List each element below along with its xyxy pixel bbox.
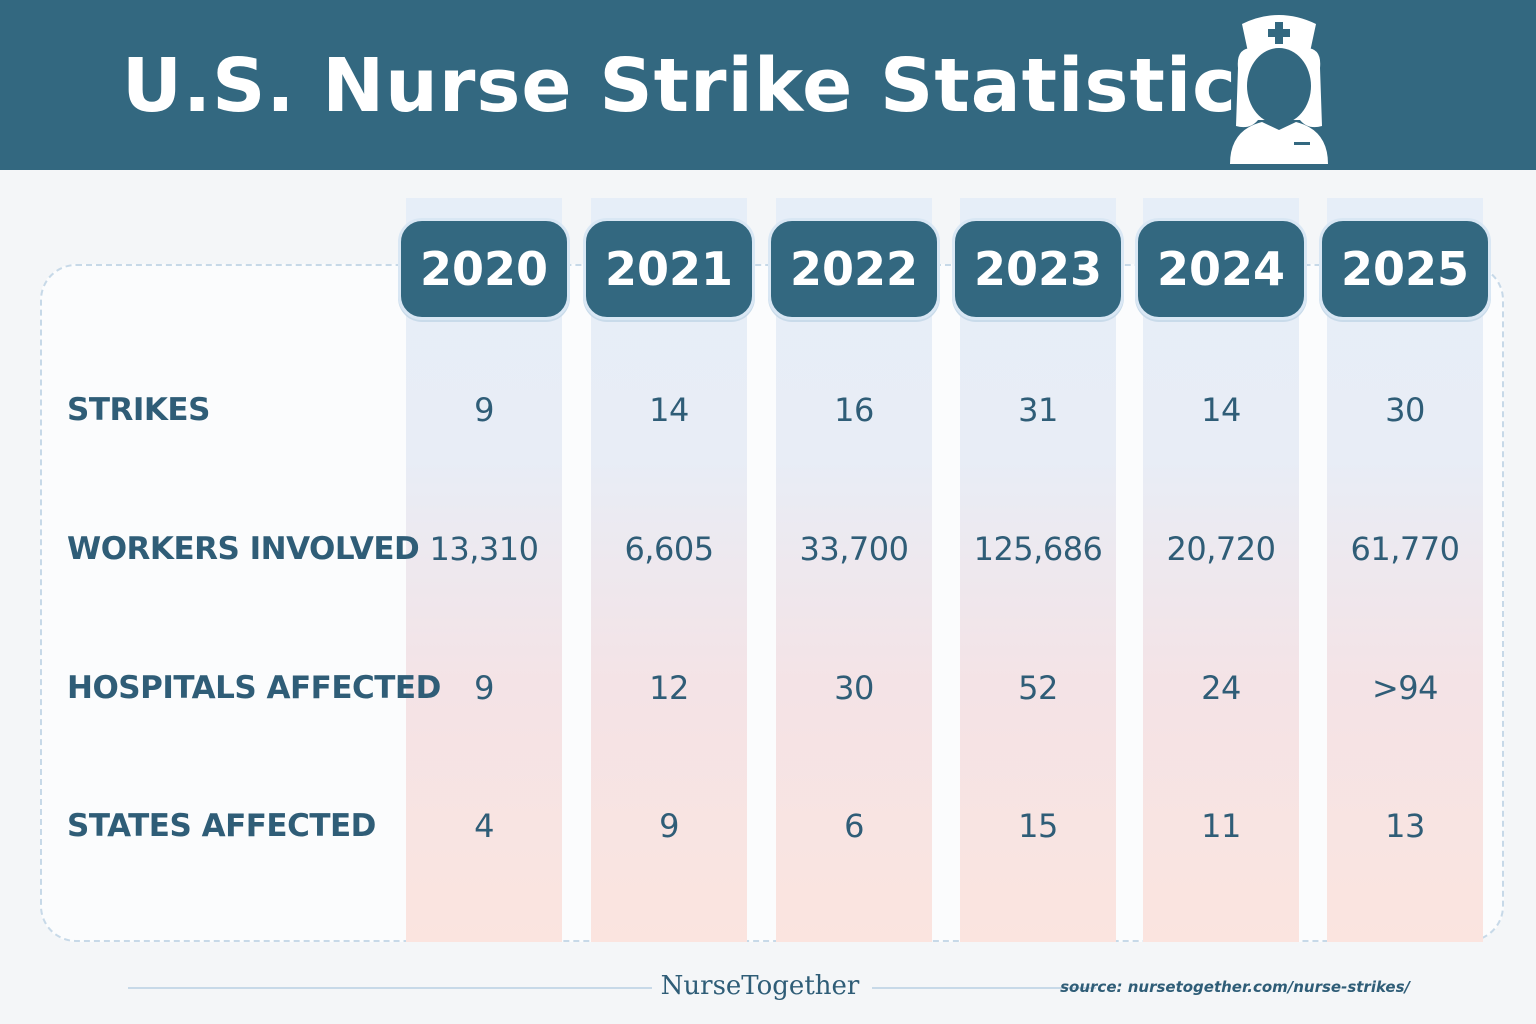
- table-cell: 14: [649, 391, 689, 429]
- footer-divider-left: [128, 987, 652, 989]
- column-background-2021: [591, 198, 747, 942]
- column-background-2022: [776, 198, 932, 942]
- table-cell: 13,310: [429, 530, 539, 568]
- table-cell: 15: [1018, 807, 1058, 845]
- table-cell: 13: [1385, 807, 1425, 845]
- year-header-2020: 2020: [398, 218, 570, 320]
- table-cell: 61,770: [1350, 530, 1460, 568]
- table-cell: 9: [659, 807, 679, 845]
- column-background-2025: [1327, 198, 1483, 942]
- table-cell: 9: [474, 391, 494, 429]
- table-cell: 20,720: [1166, 530, 1276, 568]
- column-background-2020: [406, 198, 562, 942]
- column-background-2023: [960, 198, 1116, 942]
- table-cell: 6: [844, 807, 864, 845]
- table-cell: 30: [1385, 391, 1425, 429]
- table-cell: 9: [474, 669, 494, 707]
- table-cell: 4: [474, 807, 494, 845]
- column-background-2024: [1143, 198, 1299, 942]
- table-cell: 33,700: [799, 530, 909, 568]
- year-header-2025: 2025: [1319, 218, 1491, 320]
- table-cell: 14: [1201, 391, 1241, 429]
- row-label: STATES AFFECTED: [67, 808, 376, 844]
- year-header-2023: 2023: [952, 218, 1124, 320]
- table-cell: 52: [1018, 669, 1058, 707]
- row-label: STRIKES: [67, 392, 210, 428]
- year-header-2024: 2024: [1135, 218, 1307, 320]
- table-cell: 31: [1018, 391, 1058, 429]
- table-cell: 16: [834, 391, 874, 429]
- header-banner: U.S. Nurse Strike Statistics: [0, 0, 1536, 170]
- table-cell: 12: [649, 669, 689, 707]
- brand-logo: NurseTogether: [660, 971, 860, 1001]
- row-label: WORKERS INVOLVED: [67, 531, 420, 567]
- year-header-2021: 2021: [583, 218, 755, 320]
- table-cell: 11: [1201, 807, 1241, 845]
- table-cell: 125,686: [973, 530, 1103, 568]
- footer-divider-right: [872, 987, 1096, 989]
- table-cell: 30: [834, 669, 874, 707]
- page-title: U.S. Nurse Strike Statistics: [121, 43, 1283, 129]
- table-cell: 6,605: [624, 530, 714, 568]
- row-label: HOSPITALS AFFECTED: [67, 670, 441, 706]
- table-cell: 24: [1201, 669, 1241, 707]
- year-header-2022: 2022: [768, 218, 940, 320]
- table-cell: >94: [1371, 669, 1439, 707]
- nurse-icon: [1230, 15, 1328, 164]
- source-text: source: nursetogether.com/nurse-strikes/: [1060, 978, 1410, 996]
